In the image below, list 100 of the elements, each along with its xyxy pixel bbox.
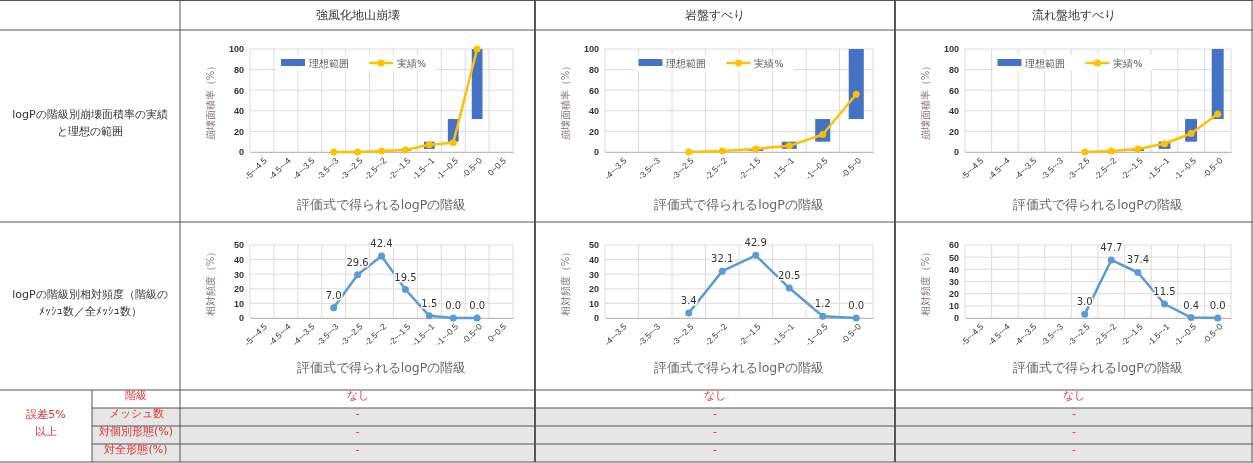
text: - <box>1072 425 1077 438</box>
point <box>1081 310 1089 318</box>
point <box>354 271 362 279</box>
y-tick-label: 20 <box>233 126 244 137</box>
y-tick-label: 30 <box>233 269 244 280</box>
y-axis-title: 崩壊面積率（%） <box>560 60 571 141</box>
y-tick-label: 100 <box>943 44 959 55</box>
legend-label: 実績% <box>396 58 427 69</box>
point <box>1214 110 1222 118</box>
data-label: 1.2 <box>814 298 831 310</box>
y-tick-label: 60 <box>588 85 599 96</box>
point <box>752 145 760 153</box>
text: 対個別形態(%) <box>98 425 174 438</box>
bar <box>848 49 864 120</box>
y-tick-label: 50 <box>948 252 959 263</box>
point <box>425 312 433 320</box>
legend-label: 理想範囲 <box>308 58 349 69</box>
text: なし <box>704 389 726 402</box>
x-axis-title: 評価式で得られるlogPの階級 <box>296 360 467 375</box>
y-tick-label: 40 <box>233 106 244 117</box>
data-label: 29.6 <box>346 256 369 268</box>
point <box>1161 300 1168 308</box>
y-axis-title: 相対頻度（%） <box>560 246 571 317</box>
x-axis-title: 評価式で得られるlogPの階級 <box>1013 360 1183 375</box>
y-tick-label: 40 <box>588 106 599 117</box>
text: 対全形態(%) <box>104 443 168 456</box>
y-tick-label: 80 <box>233 64 244 75</box>
point <box>718 267 726 275</box>
point <box>819 312 827 320</box>
data-label: 37.4 <box>1126 254 1150 266</box>
y-tick-label: 0 <box>593 147 599 158</box>
y-tick-label: 20 <box>588 126 599 137</box>
data-label: 32.1 <box>711 253 734 265</box>
y-tick-label: 0 <box>238 313 244 324</box>
point <box>401 286 409 294</box>
y-tick-label: 30 <box>588 269 599 280</box>
y-tick-label: 80 <box>948 64 959 75</box>
data-label: 42.4 <box>370 238 393 250</box>
x-axis-title: 評価式で得られるlogPの階級 <box>654 360 824 375</box>
y-axis-title: 崩壊面積率（%） <box>920 60 931 141</box>
data-label: 47.7 <box>1100 241 1123 253</box>
y-tick-label: 100 <box>583 44 599 55</box>
text: - <box>1072 443 1077 456</box>
y-tick-label: 0 <box>238 147 244 158</box>
text: - <box>355 425 360 438</box>
y-tick-label: 60 <box>948 240 959 251</box>
point <box>378 147 385 155</box>
data-label: 1.5 <box>421 297 438 309</box>
point <box>785 284 793 292</box>
chart-title: 流れ盤地すべり <box>1032 8 1116 22</box>
y-tick-label: 60 <box>948 85 959 96</box>
x-axis-title: 評価式で得られるlogPの階級 <box>654 197 824 212</box>
data-label: 42.9 <box>744 237 767 249</box>
bar <box>471 49 483 120</box>
chart-title: 岩盤すべり <box>685 8 745 22</box>
point <box>378 252 385 260</box>
bar <box>1211 49 1224 120</box>
y-tick-label: 80 <box>588 64 599 75</box>
legend-label: 理想範囲 <box>1025 58 1066 69</box>
y-axis-title: 相対頻度（%） <box>205 246 216 317</box>
text: - <box>1072 407 1077 420</box>
data-label: 0.0 <box>469 300 486 311</box>
text: - <box>713 425 718 438</box>
data-label: 0.0 <box>445 300 462 311</box>
y-tick-label: 40 <box>233 254 244 265</box>
data-label: 0.4 <box>1183 299 1200 311</box>
y-tick-label: 0 <box>593 313 599 324</box>
text: - <box>355 443 360 456</box>
point <box>1134 269 1142 276</box>
text: logPの階級別相対頻度（階級のﾒｯｼｭ数／全ﾒｯｼｭ数） <box>12 287 168 318</box>
text: - <box>355 407 360 420</box>
y-tick-label: 20 <box>233 284 244 295</box>
y-tick-label: 100 <box>228 44 244 55</box>
point <box>1107 256 1115 264</box>
point <box>852 90 860 98</box>
y-tick-label: 20 <box>948 289 959 300</box>
data-label: 11.5 <box>1153 286 1176 298</box>
point <box>1107 147 1115 155</box>
x-axis-title: 評価式で得られるlogPの階級 <box>1013 197 1183 212</box>
point <box>785 142 793 150</box>
y-tick-label: 50 <box>588 240 599 251</box>
data-label: 0.0 <box>848 300 865 311</box>
y-tick-label: 40 <box>588 254 599 265</box>
text: なし <box>1063 389 1085 402</box>
data-label: 7.0 <box>325 289 342 301</box>
y-tick-label: 60 <box>233 85 244 96</box>
y-tick-label: 40 <box>948 106 959 117</box>
text: 階級 <box>125 389 147 402</box>
y-tick-label: 30 <box>948 276 959 287</box>
y-tick-label: 40 <box>948 264 959 275</box>
y-tick-label: 50 <box>233 240 244 251</box>
y-tick-label: 10 <box>588 298 599 309</box>
data-label: 3.4 <box>680 295 697 307</box>
data-label: 20.5 <box>778 270 801 282</box>
text: - <box>713 443 718 456</box>
point <box>449 139 457 147</box>
y-tick-label: 20 <box>948 126 959 137</box>
chart-title: 強風化地山崩壊 <box>315 8 400 22</box>
data-label: 0.0 <box>1209 300 1226 311</box>
legend-label: 実績% <box>754 58 784 69</box>
